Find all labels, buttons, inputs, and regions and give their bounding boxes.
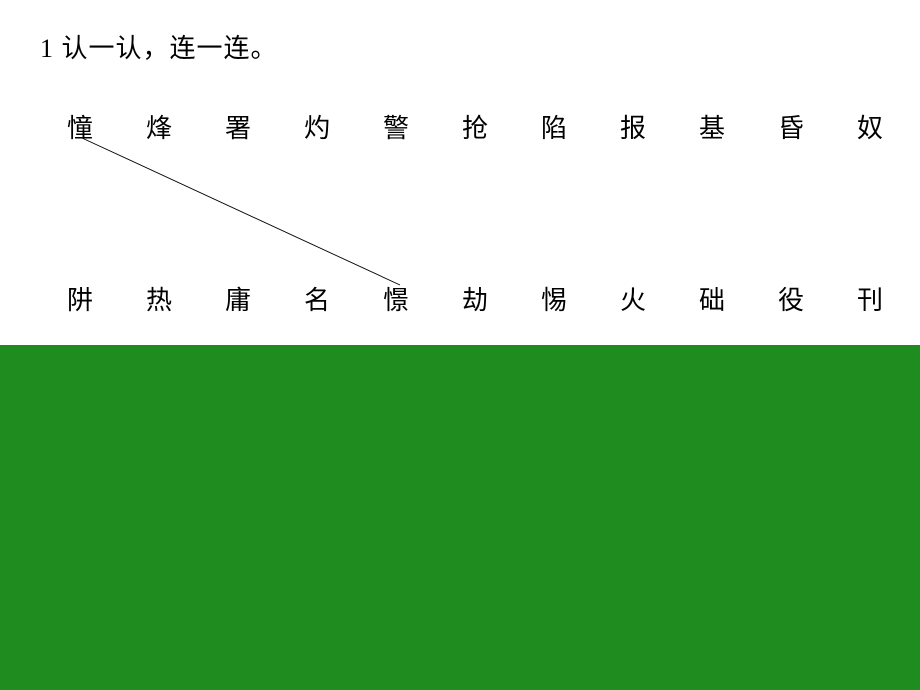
char-cell: 陷	[534, 108, 574, 145]
exercise-top-section: 1 认一认，连一连。 憧 烽 署 灼 警 抢 陷 报 基 昏 奴 阱 热 庸 名…	[0, 0, 920, 345]
exercise-title: 1 认一认，连一连。	[40, 28, 278, 65]
char-cell: 烽	[139, 108, 179, 145]
char-cell: 刊	[850, 280, 890, 317]
char-cell: 热	[139, 280, 179, 317]
char-cell: 警	[376, 108, 416, 145]
char-cell: 阱	[60, 280, 100, 317]
char-cell: 名	[297, 280, 337, 317]
char-cell: 庸	[218, 280, 258, 317]
char-cell: 署	[218, 108, 258, 145]
char-cell: 抢	[455, 108, 495, 145]
char-cell: 奴	[850, 108, 890, 145]
char-cell: 昏	[771, 108, 811, 145]
char-cell: 灼	[297, 108, 337, 145]
char-cell: 憧	[60, 108, 100, 145]
green-background-section	[0, 345, 920, 690]
char-cell: 劫	[455, 280, 495, 317]
character-row-2: 阱 热 庸 名 憬 劫 惕 火 础 役 刊	[60, 280, 890, 317]
char-cell: 役	[771, 280, 811, 317]
char-cell: 憬	[376, 280, 416, 317]
char-cell: 惕	[534, 280, 574, 317]
connection-line	[82, 138, 400, 285]
character-row-1: 憧 烽 署 灼 警 抢 陷 报 基 昏 奴	[60, 108, 890, 145]
char-cell: 报	[613, 108, 653, 145]
char-cell: 火	[613, 280, 653, 317]
char-cell: 础	[692, 280, 732, 317]
char-cell: 基	[692, 108, 732, 145]
